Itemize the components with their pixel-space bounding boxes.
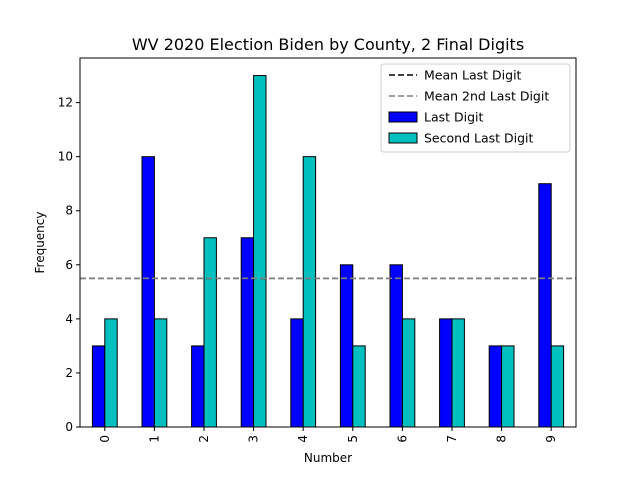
- axes-frame: [79, 57, 577, 428]
- legend: Mean Last Digit Mean 2nd Last Digit Last D…: [380, 63, 571, 153]
- bar-last-digit-3: [240, 237, 255, 428]
- chart-title: WV 2020 Election Biden by County, 2 Fina…: [132, 35, 524, 54]
- x-tick-label: 8: [495, 435, 509, 443]
- y-tick-label: 12: [58, 96, 73, 110]
- y-axis-label: Frequency: [33, 212, 47, 274]
- y-tick-label: 4: [65, 312, 73, 326]
- legend-label-last-digit: Last Digit: [424, 110, 484, 125]
- legend-swatch-last-digit: [388, 111, 418, 123]
- bar-last-digit-9: [538, 183, 552, 428]
- x-axis: 0 1 2 3 4 5 6 7 8 9: [98, 427, 558, 443]
- y-tick-label: 10: [58, 150, 73, 164]
- bar-last-digit-0: [91, 345, 106, 428]
- bar-second-last-digit-6: [401, 318, 416, 428]
- bar-second-last-digit-3: [253, 75, 267, 428]
- legend-swatch-second-last-digit: [388, 132, 418, 144]
- bar-last-digit-1: [141, 156, 155, 428]
- bar-last-digit-6: [389, 264, 403, 428]
- legend-label-mean-2nd-last-digit: Mean 2nd Last Digit: [424, 89, 549, 104]
- x-tick-label: 2: [197, 435, 211, 443]
- bar-last-digit-5: [339, 264, 354, 428]
- bar-last-digit-8: [488, 345, 503, 428]
- bar-last-digit-7: [439, 318, 453, 428]
- bar-second-last-digit-2: [203, 237, 217, 428]
- x-tick-label: 5: [346, 435, 360, 443]
- x-tick-label: 4: [296, 435, 310, 443]
- legend-label-second-last-digit: Second Last Digit: [424, 131, 533, 146]
- legend-label-mean-last-digit: Mean Last Digit: [424, 68, 522, 83]
- y-tick-label: 2: [65, 366, 73, 380]
- y-tick-label: 0: [65, 420, 73, 434]
- bar-second-last-digit-1: [153, 318, 168, 428]
- legend-box: [380, 63, 571, 153]
- x-tick-label: 3: [247, 435, 261, 443]
- x-tick-label: 6: [395, 435, 409, 443]
- y-tick-label: 8: [65, 204, 73, 218]
- bar-second-last-digit-4: [302, 156, 317, 428]
- bar-last-digit-2: [191, 345, 205, 428]
- x-tick-label: 0: [98, 435, 112, 443]
- x-tick-label: 1: [147, 435, 161, 443]
- bar-second-last-digit-8: [501, 345, 515, 428]
- x-tick-label: 7: [445, 435, 459, 443]
- bar-second-last-digit-0: [104, 318, 118, 428]
- y-tick-label: 6: [65, 258, 73, 272]
- bar-last-digit-4: [290, 318, 304, 428]
- bar-second-last-digit-9: [550, 345, 565, 428]
- bar-second-last-digit-5: [352, 345, 366, 428]
- x-tick-label: 9: [544, 435, 558, 443]
- y-axis: 0 2 4 6 8 10 12: [58, 96, 80, 434]
- bar-second-last-digit-7: [451, 318, 465, 428]
- x-axis-label: Number: [304, 451, 352, 465]
